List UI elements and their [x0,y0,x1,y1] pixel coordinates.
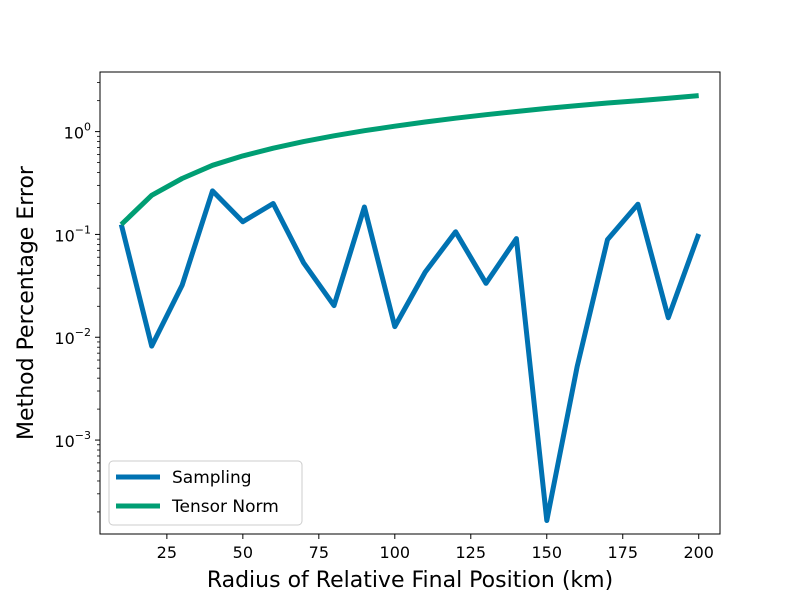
series-line-tensor-norm [119,93,699,227]
plot-frame [99,71,721,535]
x-tick-label: 150 [531,543,562,562]
legend-label-sampling: Sampling [172,468,252,488]
y-tick-label: 10−3 [54,429,91,451]
x-tick-label: 125 [456,543,487,562]
x-tick-label: 100 [380,543,411,562]
x-axis-ticks: 25 50 75 100 125 150 175 200 [157,534,714,562]
series-line-sampling [118,188,702,523]
x-tick-label: 25 [157,543,177,562]
x-tick-label: 200 [683,543,714,562]
legend: Sampling Tensor Norm [108,460,303,526]
y-axis-label: Method Percentage Error [14,165,39,440]
y-axis-ticks: 10−3 10−2 10−1 100 [54,82,100,513]
y-tick-label: 10−2 [54,326,91,348]
series-layer [118,93,702,523]
legend-label-tensor-norm: Tensor Norm [171,497,279,517]
y-tick-label: 10−1 [54,223,91,245]
x-tick-label: 75 [309,543,329,562]
y-tick-label: 100 [64,121,91,143]
x-axis-label: Radius of Relative Final Position (km) [207,568,613,593]
x-tick-label: 175 [607,543,638,562]
x-tick-label: 50 [233,543,253,562]
